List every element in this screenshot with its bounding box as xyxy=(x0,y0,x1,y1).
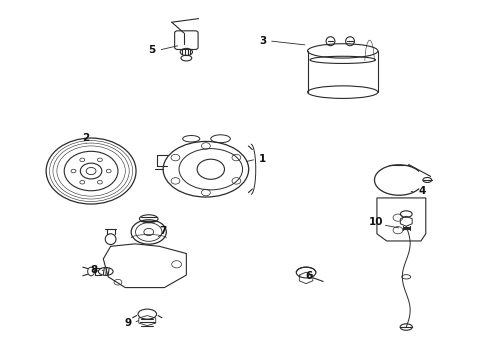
Text: 9: 9 xyxy=(124,318,131,328)
Text: 8: 8 xyxy=(90,265,97,275)
Text: 4: 4 xyxy=(418,186,425,197)
Text: 3: 3 xyxy=(259,36,266,46)
Text: 10: 10 xyxy=(369,217,384,227)
Text: 5: 5 xyxy=(148,45,156,55)
Text: 2: 2 xyxy=(83,133,90,143)
Text: 7: 7 xyxy=(160,226,167,236)
Text: 1: 1 xyxy=(259,154,266,164)
Text: 6: 6 xyxy=(305,271,313,281)
